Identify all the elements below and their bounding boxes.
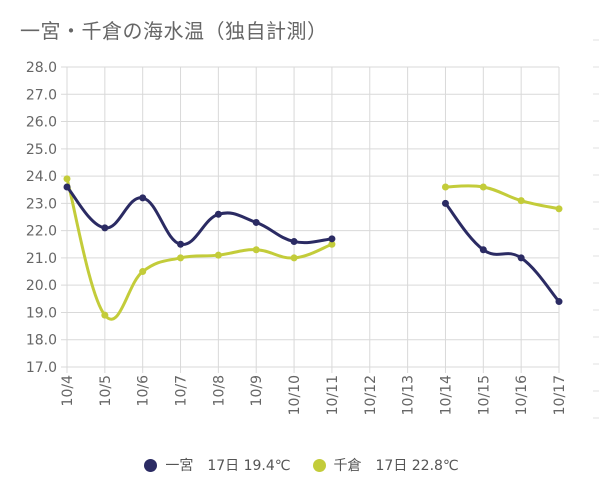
legend-item-ichinomiya[interactable]: 一宮 17日 19.4℃	[144, 455, 291, 475]
right-edge-ticks	[593, 39, 599, 419]
x-tick-label: 10/9	[249, 375, 265, 406]
legend-label-chikura: 千倉 17日 22.8℃	[333, 458, 459, 474]
legend-marker-chikura	[312, 458, 326, 472]
x-tick-label: 10/6	[136, 375, 152, 407]
series-line-0	[443, 201, 561, 304]
data-point-1	[177, 254, 185, 262]
y-tick-label: 27.0	[26, 87, 57, 103]
data-point-1	[555, 205, 563, 213]
x-tick-label: 10/11	[325, 375, 341, 415]
x-tick-label: 10/14	[438, 375, 454, 415]
data-point-0	[328, 235, 336, 243]
data-point-0	[177, 240, 185, 248]
legend-label-ichinomiya: 一宮 17日 19.4℃	[165, 458, 291, 474]
data-point-0	[517, 254, 525, 262]
data-point-0	[101, 224, 109, 232]
chart-title: 一宮・千倉の海水温（独自計測）	[20, 19, 328, 43]
legend-item-chikura[interactable]: 千倉 17日 22.8℃	[312, 455, 459, 475]
y-tick-label: 18.0	[26, 333, 57, 349]
data-point-0	[63, 183, 71, 191]
data-point-0	[214, 210, 222, 218]
data-point-1	[441, 183, 449, 191]
series-line-1	[443, 184, 561, 211]
series-line-0	[65, 185, 334, 246]
x-tick-label: 10/15	[476, 375, 492, 415]
y-tick-label: 20.0	[26, 278, 57, 294]
data-point-1	[252, 246, 260, 254]
y-tick-label: 19.0	[26, 305, 57, 321]
data-point-1	[517, 197, 525, 205]
x-tick-label: 10/5	[98, 375, 114, 406]
y-tick-label: 24.0	[26, 169, 57, 185]
legend-marker-ichinomiya	[144, 458, 158, 472]
y-tick-label: 21.0	[26, 251, 57, 267]
data-point-0	[139, 194, 147, 202]
data-point-0	[555, 298, 563, 306]
series-line-1	[65, 177, 334, 321]
data-point-1	[290, 254, 298, 262]
y-tick-label: 28.0	[26, 60, 57, 76]
data-point-0	[252, 218, 260, 226]
y-tick-label: 26.0	[26, 115, 57, 131]
data-point-1	[63, 175, 71, 183]
data-point-0	[479, 246, 487, 254]
x-tick-label: 10/16	[514, 375, 530, 415]
y-tick-label: 22.0	[26, 224, 57, 240]
x-tick-label: 10/4	[60, 375, 76, 407]
data-point-1	[139, 268, 147, 276]
data-point-1	[101, 311, 109, 319]
x-tick-label: 10/17	[552, 375, 568, 415]
data-point-0	[290, 238, 298, 246]
y-tick-label: 17.0	[26, 360, 57, 376]
data-point-1	[328, 240, 336, 248]
x-tick-label: 10/7	[174, 375, 190, 406]
data-point-1	[214, 251, 222, 259]
chart-legend: 一宮 17日 19.4℃ 千倉 17日 22.8℃	[0, 455, 603, 475]
data-point-0	[441, 199, 449, 207]
y-tick-label: 23.0	[26, 196, 57, 212]
x-tick-label: 10/8	[211, 375, 227, 406]
data-point-1	[479, 183, 487, 191]
x-tick-label: 10/10	[287, 375, 303, 415]
y-tick-label: 25.0	[26, 142, 57, 158]
x-tick-label: 10/12	[363, 375, 379, 415]
x-tick-label: 10/13	[401, 375, 417, 415]
